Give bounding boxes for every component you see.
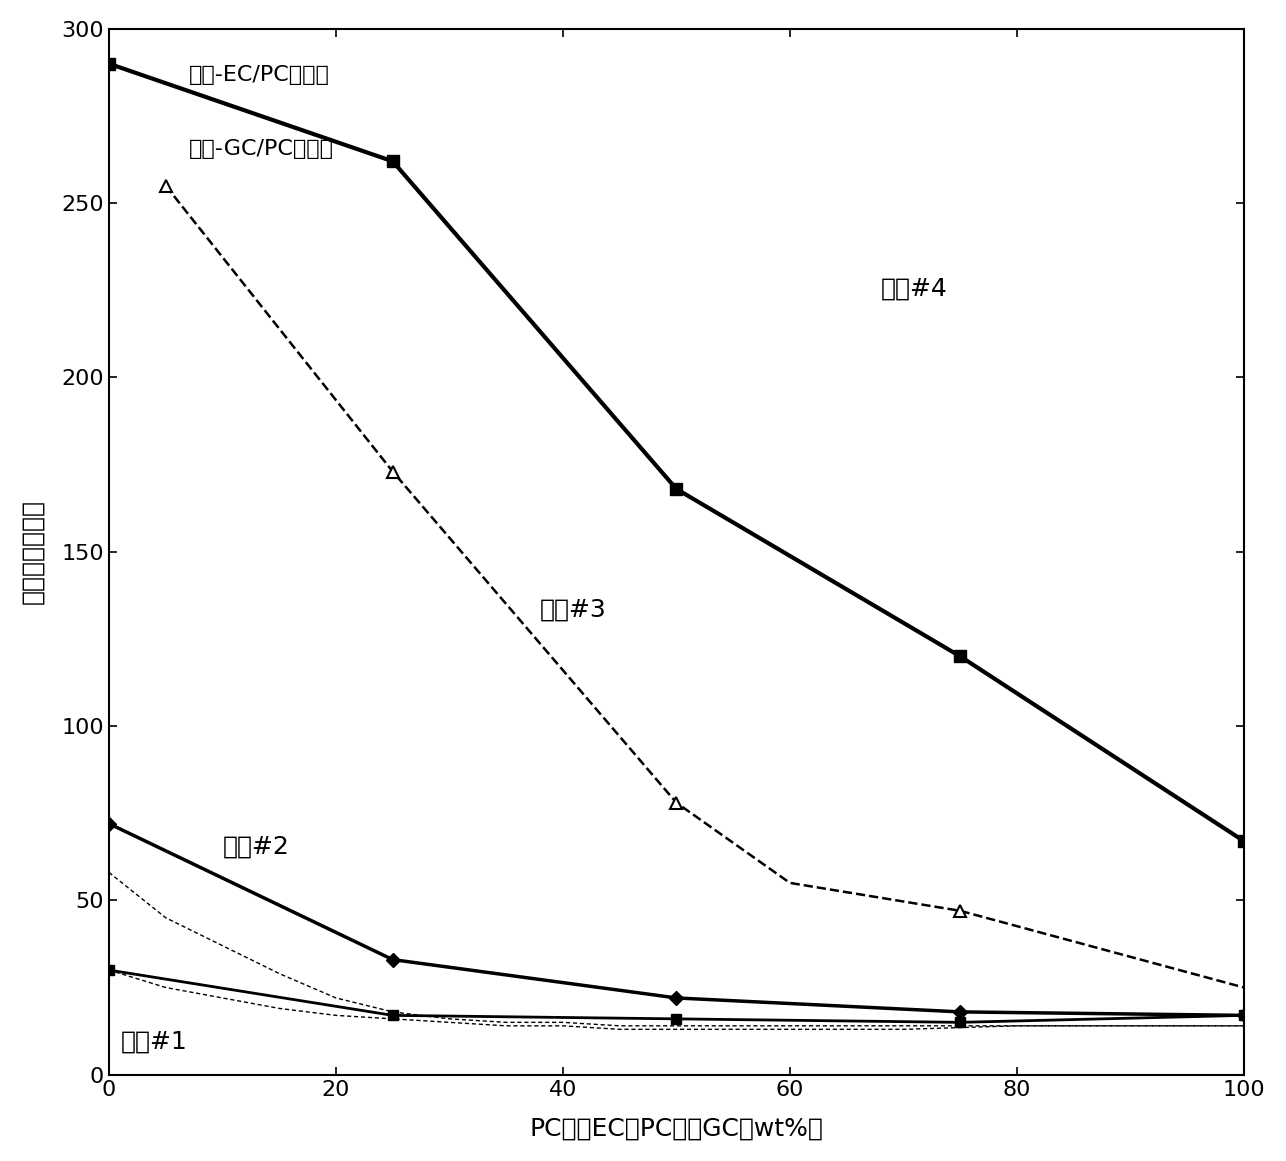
Y-axis label: 胶凝时间（秒）: 胶凝时间（秒） [21,499,45,604]
Text: 实线-EC/PC混合物: 实线-EC/PC混合物 [189,65,329,86]
X-axis label: PC中的EC、PC中的GC（wt%）: PC中的EC、PC中的GC（wt%） [530,1116,823,1140]
Text: 标号#3: 标号#3 [540,598,607,621]
Text: 标号#1: 标号#1 [121,1030,186,1054]
Text: 虚线-GC/PC混合物: 虚线-GC/PC混合物 [189,138,333,159]
Text: 标号#2: 标号#2 [222,835,289,858]
Text: 标号#4: 标号#4 [881,276,948,301]
